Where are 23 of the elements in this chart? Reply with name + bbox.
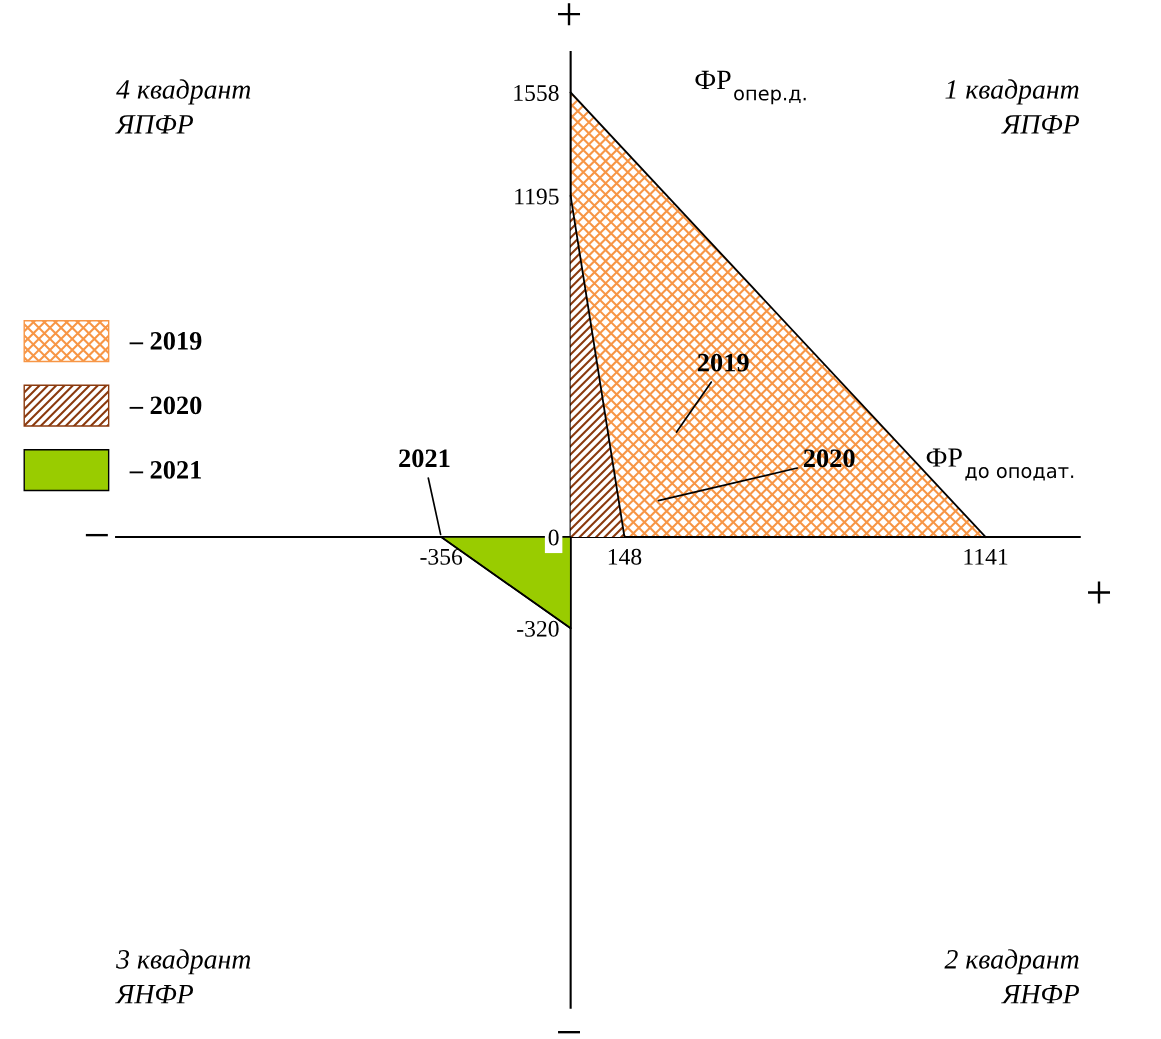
y-tick-label: -320 — [517, 620, 559, 637]
legend-label: – 2020 — [129, 396, 202, 415]
legend-label: – 2019 — [129, 331, 202, 350]
annotation: 2019 — [697, 353, 749, 372]
annotation: 4 квадрант ЯПФР — [115, 79, 251, 134]
y-axis-title: ФРопер.д. — [695, 70, 806, 105]
text: + — [558, 3, 581, 26]
y-tick-label: 0 — [548, 529, 559, 546]
y-tick-label: 1195 — [515, 188, 559, 205]
x-tick-label: -356 — [420, 548, 463, 565]
annotation: 2020 — [803, 449, 855, 468]
x-axis-title: ФРдо оподат. — [926, 448, 1074, 481]
annotation: 2 квадрант ЯНФР — [944, 949, 1080, 1004]
text: + — [1088, 581, 1111, 604]
annotation: 1 квадрант ЯПФР — [945, 79, 1080, 134]
text: − — [85, 533, 108, 537]
annotation: 3 квадрант ЯНФР — [115, 949, 251, 1004]
y-tick-label: 1558 — [514, 84, 559, 101]
text: − — [558, 1031, 581, 1034]
legend-label: – 2021 — [129, 460, 201, 479]
x-tick-label: 148 — [608, 548, 642, 565]
annotation: 2021 — [399, 449, 450, 468]
x-tick-label: 1141 — [964, 548, 1008, 565]
